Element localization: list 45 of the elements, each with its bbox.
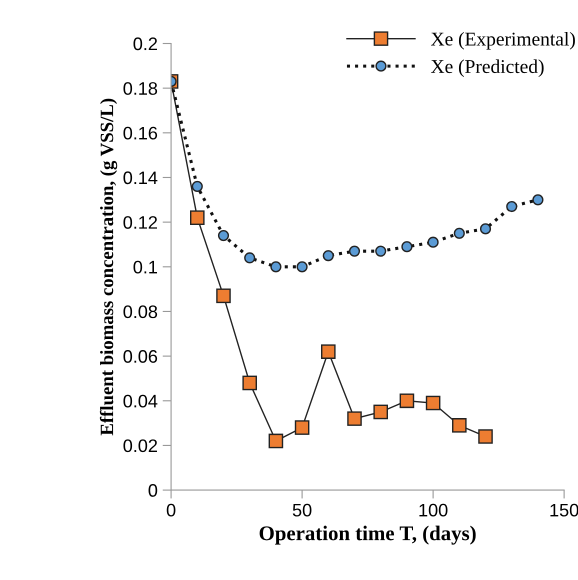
point xyxy=(348,246,360,257)
point xyxy=(400,393,414,408)
y-tick-label: 0.06 xyxy=(123,350,158,363)
point xyxy=(452,418,467,433)
point xyxy=(478,429,493,444)
y-tick-label: 0.2 xyxy=(134,37,157,50)
point xyxy=(532,194,544,206)
point xyxy=(426,396,440,410)
x-axis-title: Operation time T, (days) xyxy=(260,526,476,545)
point xyxy=(242,376,257,390)
point xyxy=(375,246,386,257)
point xyxy=(268,434,284,448)
point xyxy=(401,241,412,252)
y-tick-label: 0.1 xyxy=(134,260,158,274)
y-tick-label: 0.12 xyxy=(123,216,157,229)
point xyxy=(216,288,231,304)
point xyxy=(506,200,518,212)
point xyxy=(294,420,310,435)
point xyxy=(428,236,439,248)
point xyxy=(321,344,336,359)
point xyxy=(454,228,465,239)
point xyxy=(480,223,492,234)
x-tick-label: 50 xyxy=(292,504,312,517)
y-tick-label: 0.14 xyxy=(123,171,158,184)
point xyxy=(296,261,308,272)
point xyxy=(218,230,230,242)
y-tick-label: 0.18 xyxy=(123,82,158,95)
y-tick-label: 0 xyxy=(148,484,158,497)
y-tick-label: 0.08 xyxy=(123,305,158,318)
x-tick-label: 100 xyxy=(419,504,448,517)
point xyxy=(244,252,256,264)
legend-label: Xe (Experimental) xyxy=(430,32,575,50)
x-tick-label: 150 xyxy=(550,504,578,517)
point xyxy=(190,210,205,225)
point xyxy=(322,250,334,262)
point xyxy=(373,404,388,420)
point xyxy=(192,180,203,192)
point xyxy=(347,411,362,426)
point xyxy=(270,261,282,272)
y-tick-label: 0.02 xyxy=(123,439,157,452)
y-axis-title: Effluent biomass concentration, (g VSS/L) xyxy=(100,98,118,436)
y-tick-label: 0.16 xyxy=(123,126,158,140)
y-tick-label: 0.04 xyxy=(123,394,158,408)
x-tick-label: 0 xyxy=(166,504,176,517)
legend-label: Xe (Predicted) xyxy=(430,59,544,78)
